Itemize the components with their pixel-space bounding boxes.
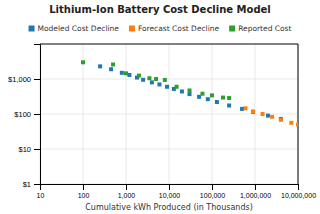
y-tick: $1,000 — [8, 75, 40, 84]
point — [266, 114, 270, 118]
y-tick-mark — [34, 79, 40, 80]
frame-right — [298, 44, 299, 184]
point — [98, 64, 102, 68]
point — [109, 67, 113, 71]
x-axis-line — [41, 185, 299, 191]
point — [188, 88, 192, 92]
y-axis-line — [34, 45, 41, 185]
marks — [81, 60, 298, 126]
point — [141, 78, 145, 82]
y-tick: $1 — [23, 180, 40, 189]
x-tick: 100 — [78, 184, 90, 199]
legend-swatch — [129, 26, 135, 32]
x-tick: 100,000 — [200, 184, 225, 199]
point — [147, 76, 151, 80]
chart: Lithium-Ion Battery Cost Decline Model Mo… — [0, 0, 320, 214]
series — [98, 64, 283, 121]
legend-item: Modeled Cost Decline — [29, 24, 120, 33]
point — [81, 60, 85, 64]
x-tick-mark — [83, 184, 84, 190]
x-axis-title: Cumulative kWh Produced (in Thousands) — [85, 203, 253, 212]
point — [227, 96, 231, 100]
plot-area: 10 100 1,000 10,000 100,000 1,000,000 10,000,0… — [8, 44, 316, 199]
y-tick: $10 — [18, 145, 40, 154]
point — [221, 96, 225, 100]
y-axis: $1 $10 $100 $1,000 — [8, 45, 40, 189]
point — [210, 93, 214, 97]
x-tick: 10,000 — [159, 184, 181, 199]
title: Lithium-Ion Battery Cost Decline Model — [49, 4, 271, 15]
x-tick: 1,000,000 — [240, 184, 271, 199]
point — [270, 115, 274, 119]
frame-top — [40, 44, 298, 45]
legend-swatch — [229, 26, 235, 32]
grid-line-y — [40, 114, 298, 115]
legend-swatch — [29, 26, 35, 32]
y-tick-mark — [34, 149, 40, 150]
series — [243, 106, 298, 126]
point — [180, 89, 184, 93]
y-tick-label: $100 — [14, 110, 31, 119]
x-tick-mark — [298, 184, 299, 190]
x-tick-label: 100,000 — [200, 192, 225, 199]
legend-label: Reported Cost — [238, 24, 291, 33]
x-tick-label: 1,000 — [118, 192, 136, 199]
y-tick-mark — [34, 114, 40, 115]
point — [154, 77, 158, 81]
x-tick-label: 100 — [78, 192, 90, 199]
y-tick-label: $1,000 — [8, 75, 31, 84]
point — [200, 92, 204, 96]
x-tick: 10,000,000 — [281, 184, 316, 199]
legend-label: Modeled Cost Decline — [38, 24, 120, 33]
y-tick-label: $10 — [18, 145, 31, 154]
legend: Modeled Cost Decline Forecast Cost Declin… — [29, 24, 292, 33]
point — [243, 106, 247, 110]
y-tick-label: $1 — [23, 180, 31, 189]
grid-line-y — [40, 79, 298, 80]
point — [137, 74, 141, 78]
x-tick-mark — [212, 184, 213, 190]
x-tick-label: 10,000,000 — [281, 192, 316, 199]
point — [165, 85, 169, 89]
x-tick: 10 — [37, 184, 45, 199]
x-tick-label: 10,000 — [159, 192, 181, 199]
point — [120, 71, 124, 75]
y-tick: $100 — [14, 110, 40, 119]
x-tick-label: 10 — [37, 192, 45, 199]
x-tick-mark — [169, 184, 170, 190]
point — [240, 107, 244, 111]
series — [81, 60, 231, 100]
point — [261, 112, 265, 116]
point — [175, 85, 179, 89]
point — [127, 73, 131, 77]
x-tick-mark — [255, 184, 256, 190]
point — [289, 121, 293, 125]
x-axis: 10 100 1,000 10,000 100,000 1,000,000 10,000,0… — [37, 184, 317, 199]
point — [124, 71, 128, 75]
x-tick-mark — [126, 184, 127, 190]
point — [111, 62, 115, 66]
point — [215, 100, 219, 104]
point — [279, 117, 283, 121]
x-tick: 1,000 — [118, 184, 136, 199]
point — [251, 110, 255, 114]
point — [206, 97, 210, 101]
legend-item: Reported Cost — [229, 24, 291, 33]
point — [163, 78, 167, 82]
point — [157, 82, 161, 86]
point — [227, 103, 231, 107]
point — [197, 95, 201, 99]
point — [150, 80, 154, 84]
grid — [40, 44, 298, 184]
legend-label: Forecast Cost Decline — [138, 24, 220, 33]
point — [296, 123, 298, 127]
point — [279, 118, 283, 122]
y-tick-mark — [34, 184, 40, 185]
point — [188, 92, 192, 96]
legend-item: Forecast Cost Decline — [129, 24, 220, 33]
x-tick-label: 1,000,000 — [240, 192, 271, 199]
point — [251, 109, 255, 113]
grid-line-x — [298, 44, 299, 184]
grid-line-y — [40, 149, 298, 150]
